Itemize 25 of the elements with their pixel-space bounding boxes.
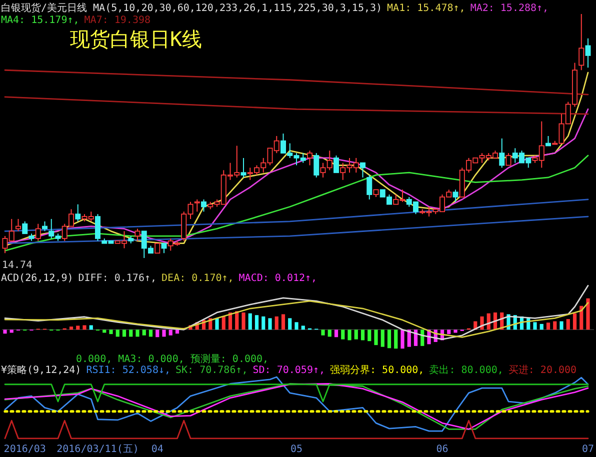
text: MACD: 0.012↑,	[238, 273, 318, 284]
series-label: SD: 70.059↑,	[252, 365, 326, 376]
x-tick-label: 2016/03/11(五)	[56, 444, 139, 455]
x-tick-label: 05	[290, 444, 303, 455]
text: 现货白银日K线	[70, 27, 202, 51]
x-tick-label: 07	[582, 444, 594, 455]
chart-subtitle: ¥策略(9,12,24)	[1, 364, 82, 376]
x-tick-label: 04	[151, 444, 164, 455]
series-label: 卖出: 80.000,	[429, 364, 504, 376]
text: 0.000, MA3: 0.000, 预测量: 0.000,	[76, 353, 269, 365]
text: MA4: 15.179↑,	[1, 15, 80, 26]
x-tick-label: 06	[436, 444, 448, 455]
x-tick-label: 2016/03	[4, 444, 46, 455]
text: 买进: 20.000	[508, 364, 577, 376]
series-label: SK: 70.786↑,	[176, 365, 248, 376]
text: DIFF: 0.176↑,	[78, 273, 157, 284]
text: 强弱分界: 50.000,	[330, 364, 424, 376]
series-label: RSI1: 52.058↓,	[86, 365, 171, 376]
text: MA7: 19.398	[84, 15, 151, 26]
text: MA2: 15.288↑,	[470, 3, 549, 14]
text: MA1: 15.478↑,	[387, 3, 466, 14]
text: 14.74	[2, 260, 32, 271]
chart-subtitle: 白银现货/美元日线 MA(5,10,20,30,60,120,233,26,1,115,225,30,3,15,3)	[1, 2, 382, 14]
chart-subtitle: ACD(26,12,9)	[1, 273, 74, 284]
text: DEA: 0.170↑,	[162, 273, 234, 284]
